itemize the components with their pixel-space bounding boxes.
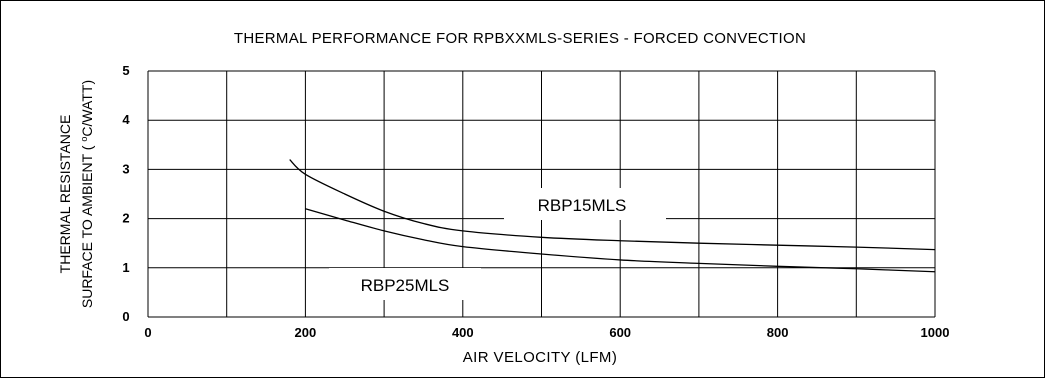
y-tick-labels: 0 1 2 3 4 5	[122, 63, 130, 324]
y-tick-label: 2	[122, 211, 129, 226]
series-label-box-rbp25mls	[329, 268, 481, 300]
y-tick-label: 4	[122, 112, 130, 127]
degree-superscript: o	[79, 137, 89, 142]
series-layer	[289, 159, 936, 273]
y-axis-label-line2: SURFACE TO AMBIENT ( oC/WATT)	[79, 80, 95, 308]
series-label-rbp15mls: RBP15MLS	[538, 196, 627, 215]
series-label-rbp25mls: RBP25MLS	[361, 276, 450, 295]
y-tick-label: 3	[122, 161, 129, 176]
chart-title: THERMAL PERFORMANCE FOR RPBXXMLS-SERIES …	[234, 30, 806, 47]
x-tick-labels: 0 200 400 600 800 1000	[144, 325, 949, 340]
y-tick-label: 5	[122, 63, 129, 78]
x-tick-label: 800	[767, 325, 789, 340]
y-tick-label: 0	[122, 309, 129, 324]
x-axis-label: AIR VELOCITY (LFM)	[463, 349, 617, 366]
y-axis-label-line2-suffix: C/WATT)	[79, 80, 95, 137]
x-tick-label: 600	[609, 325, 631, 340]
x-tick-label: 400	[452, 325, 474, 340]
x-tick-label: 200	[295, 325, 317, 340]
y-axis-label-line1: THERMAL RESISTANCE	[57, 115, 73, 274]
x-tick-label: 0	[144, 325, 151, 340]
series-label-box-rbp15mls	[504, 188, 666, 220]
y-tick-label: 1	[122, 260, 129, 275]
y-axis-label-line2-prefix: SURFACE TO AMBIENT (	[79, 142, 95, 308]
series-line-rbp15mls	[289, 159, 936, 251]
series-line-rbp25mls	[305, 208, 936, 273]
x-tick-label: 1000	[921, 325, 950, 340]
